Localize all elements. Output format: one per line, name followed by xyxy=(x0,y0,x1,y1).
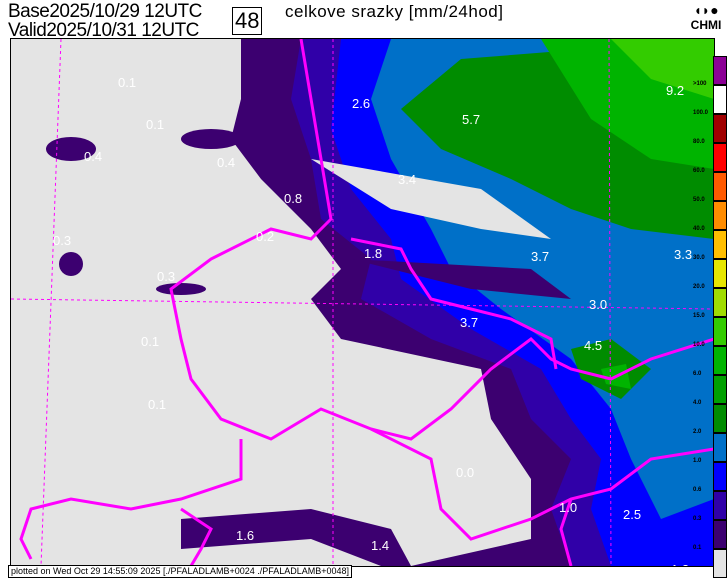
colorbar-label: 20.0 xyxy=(693,284,705,290)
map-value-label: 0.4 xyxy=(84,149,102,164)
map-value-label: 1.4 xyxy=(371,538,389,553)
colorbar-swatch xyxy=(713,201,727,230)
colorbar-label: 0.6 xyxy=(693,487,702,493)
colorbar-label: 0.3 xyxy=(693,516,702,522)
colorbar-label: 1.0 xyxy=(693,458,702,464)
map-value-label: 3.0 xyxy=(589,297,607,312)
map-value-label: 1.6 xyxy=(236,528,254,543)
colorbar-swatch xyxy=(713,56,727,85)
map-value-label: 0.3 xyxy=(53,233,71,248)
map-value-label: 3.7 xyxy=(460,315,478,330)
map-value-label: 1.0 xyxy=(559,500,577,515)
colorbar-swatch xyxy=(713,143,727,172)
colorbar-swatch xyxy=(713,549,727,578)
map-value-label: 0.2 xyxy=(256,229,274,244)
colorbar-swatch xyxy=(713,462,727,491)
map-value-label: 3.7 xyxy=(531,249,549,264)
map-value-label: 3.4 xyxy=(398,172,416,187)
map-value-label: 0.8 xyxy=(284,191,302,206)
colorbar-label: 4.0 xyxy=(693,400,702,406)
valid-time: Valid2025/10/31 12UTC xyxy=(8,21,199,40)
country-borders xyxy=(19,39,714,566)
colorbar-label: 80.0 xyxy=(693,139,705,145)
colorbar-swatch xyxy=(713,85,727,114)
colorbar xyxy=(713,38,728,578)
precipitation-map: 0.1 0.1 0.4 0.4 0.8 2.6 5.7 3.4 1.8 0.3 0.2 0.3 0.1 0… xyxy=(10,38,715,567)
map-value-labels: 0.1 0.1 0.4 0.4 0.8 2.6 5.7 3.4 1.8 0.3 0.2 0.3 0.1 0… xyxy=(53,75,692,567)
chmi-logo: ◖◗● CHMI xyxy=(686,2,726,32)
colorbar-label: 50.0 xyxy=(693,197,705,203)
map-value-label: 0.1 xyxy=(141,334,159,349)
colorbar-label: 0.1 xyxy=(693,545,702,551)
map-value-label: 0.0 xyxy=(456,465,474,480)
colorbar-swatch xyxy=(713,491,727,520)
colorbar-swatch xyxy=(713,114,727,143)
plot-footer: plotted on Wed Oct 29 14:55:09 2025 [./P… xyxy=(8,565,353,578)
colorbar-swatch xyxy=(713,433,727,462)
map-value-label: 2.5 xyxy=(623,507,641,522)
colorbar-swatch xyxy=(713,172,727,201)
map-value-label: 0.1 xyxy=(148,397,166,412)
logo-text: CHMI xyxy=(690,18,722,32)
colorbar-label: 60.0 xyxy=(693,168,705,174)
map-value-label: 3.3 xyxy=(674,247,692,262)
colorbar-label: 40.0 xyxy=(693,226,705,232)
map-value-label: 0.4 xyxy=(217,155,235,170)
colorbar-label: >100 xyxy=(693,81,707,87)
map-value-label: 9.2 xyxy=(666,83,684,98)
map-value-label: 1.8 xyxy=(364,246,382,261)
colorbar-label: 30.0 xyxy=(693,255,705,261)
colorbar-swatch xyxy=(713,288,727,317)
base-time: Base2025/10/29 12UTC xyxy=(8,2,202,21)
colorbar-swatch xyxy=(713,346,727,375)
colorbar-swatch xyxy=(713,404,727,433)
map-value-label: 5.7 xyxy=(462,112,480,127)
base-value: 2025/10/29 12UTC xyxy=(49,1,202,22)
map-value-label: 2.6 xyxy=(352,96,370,111)
map-value-label: 0.3 xyxy=(157,269,175,284)
colorbar-swatch xyxy=(713,259,727,288)
colorbar-label: 100.0 xyxy=(693,110,709,116)
colorbar-label: 15.0 xyxy=(693,313,705,319)
colorbar-swatch xyxy=(713,520,727,549)
colorbar-swatch xyxy=(713,375,727,404)
valid-value: 2025/10/31 12UTC xyxy=(46,20,199,41)
map-value-label: 4.5 xyxy=(584,338,602,353)
colorbar-label: 2.0 xyxy=(693,429,702,435)
valid-label: Valid xyxy=(8,20,47,41)
base-label: Base xyxy=(8,1,50,22)
map-value-label: 0.1 xyxy=(146,117,164,132)
map-value-label: 1.2 xyxy=(671,562,689,567)
map-title: celkove srazky [mm/24hod] xyxy=(285,2,504,21)
colorbar-label: 6.0 xyxy=(693,371,702,377)
lead-time-box: 48 xyxy=(232,7,263,35)
colorbar-label: 10.0 xyxy=(693,342,705,348)
graticule xyxy=(11,39,714,566)
colorbar-swatch xyxy=(713,230,727,259)
map-value-label: 0.1 xyxy=(118,75,136,90)
precip-fields xyxy=(46,39,714,566)
colorbar-swatch xyxy=(713,317,727,346)
